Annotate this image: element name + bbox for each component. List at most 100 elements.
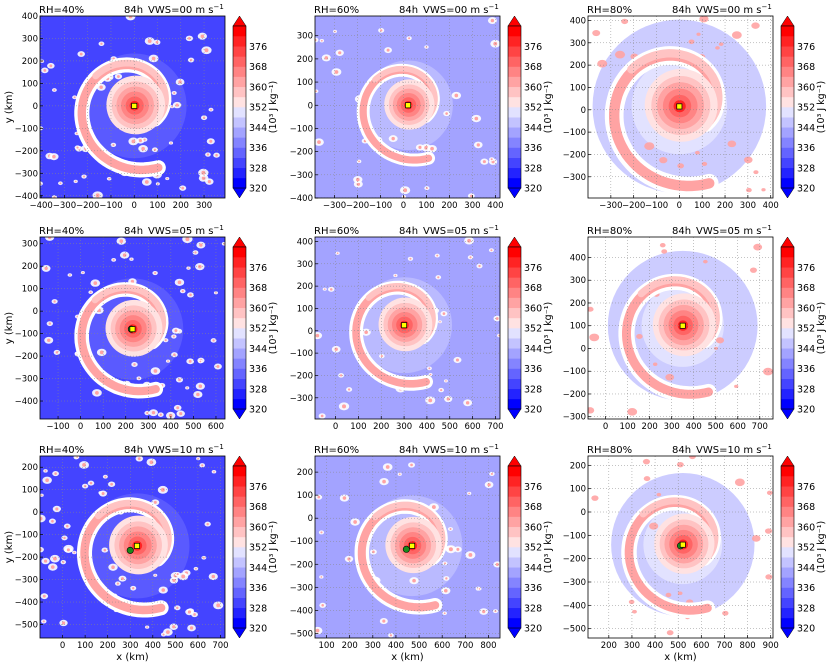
convective-core bbox=[320, 531, 323, 534]
convective-core bbox=[356, 177, 360, 182]
x-tick-label: 400 bbox=[419, 422, 435, 432]
convective-core bbox=[216, 603, 221, 608]
x-tick-label: 500 bbox=[185, 422, 201, 432]
convective-core bbox=[385, 465, 390, 469]
colorbar-segment bbox=[781, 127, 794, 138]
convective-core bbox=[189, 626, 194, 630]
convective-core bbox=[320, 576, 323, 578]
convective-core bbox=[178, 378, 181, 382]
colorbar-extend-max bbox=[780, 236, 795, 248]
convective-core bbox=[445, 380, 447, 382]
colorbar-segment bbox=[781, 36, 794, 47]
colorbar-label: (10³ J kg⁻¹) bbox=[816, 302, 827, 355]
convective-cell bbox=[661, 249, 668, 254]
convective-cell bbox=[701, 161, 708, 167]
colorbar-tick-label: 328 bbox=[797, 163, 815, 174]
y-tick-label: 0 bbox=[581, 508, 586, 518]
colorbar-tick-label: 328 bbox=[797, 384, 815, 395]
convective-core bbox=[116, 582, 119, 585]
vortex-center-marker bbox=[134, 542, 140, 549]
convective-core bbox=[131, 139, 136, 144]
colorbar-segment bbox=[233, 496, 246, 507]
convective-core bbox=[178, 80, 182, 84]
convective-cell bbox=[766, 490, 773, 495]
colorbar-tick-label: 344 bbox=[797, 123, 815, 134]
x-tick-label: 200 bbox=[118, 422, 134, 432]
convective-core bbox=[494, 610, 497, 613]
colorbar-segment bbox=[233, 56, 246, 67]
convective-cell bbox=[588, 407, 595, 414]
convective-core bbox=[137, 457, 141, 461]
colorbar-segment bbox=[233, 597, 246, 609]
axes-frame bbox=[587, 15, 774, 199]
colorbar-segment bbox=[781, 536, 794, 548]
convective-core bbox=[211, 574, 216, 579]
colorbar: 376 368 360 352 344 336 328 320 (10³ J kg⁻¹) bbox=[780, 15, 827, 199]
convective-core bbox=[410, 463, 413, 467]
colorbar-segment bbox=[508, 358, 521, 369]
convective-cell bbox=[731, 31, 742, 39]
convective-cell bbox=[659, 242, 666, 248]
colorbar-extend-max bbox=[780, 455, 795, 467]
colorbar-label: (10³ J kg⁻¹) bbox=[268, 521, 279, 574]
colorbar-frame bbox=[780, 465, 795, 629]
convective-core bbox=[76, 146, 79, 149]
colorbar-segment bbox=[781, 398, 794, 410]
convective-cell bbox=[589, 333, 600, 342]
colorbar-segment bbox=[781, 56, 794, 67]
colorbar-segment bbox=[781, 378, 794, 390]
y-tick-label: −300 bbox=[290, 171, 313, 181]
x-tick-label: 0 bbox=[78, 422, 83, 432]
convective-core bbox=[196, 392, 200, 397]
colorbar-tick-label: 320 bbox=[249, 624, 267, 635]
colorbar-segment bbox=[781, 317, 794, 329]
x-tick-label: 200 bbox=[642, 422, 658, 432]
colorbar-segment bbox=[508, 368, 521, 379]
colorbar-segment bbox=[233, 358, 246, 369]
x-tick-label: 100 bbox=[77, 641, 93, 651]
x-tick-label: −100 bbox=[99, 201, 122, 211]
convective-core bbox=[193, 613, 196, 616]
colorbar-segment bbox=[508, 526, 521, 538]
colorbar-tick-label: 320 bbox=[249, 184, 267, 195]
colorbar-segment bbox=[508, 127, 521, 138]
y-tick-label: −200 bbox=[290, 148, 313, 158]
rh-label: RH=80% bbox=[587, 226, 632, 237]
colorbar-segment bbox=[508, 36, 521, 47]
convective-core bbox=[95, 390, 99, 395]
rh-label: RH=40% bbox=[39, 5, 84, 16]
convective-core bbox=[128, 16, 133, 19]
y-tick-label: −100 bbox=[563, 367, 586, 377]
convective-core bbox=[197, 457, 199, 460]
convective-core bbox=[164, 339, 167, 342]
convective-core bbox=[112, 258, 115, 261]
convective-core bbox=[159, 413, 162, 416]
convective-core bbox=[51, 519, 54, 523]
colorbar-segment bbox=[233, 177, 246, 189]
convective-core bbox=[468, 492, 470, 495]
convective-core bbox=[132, 587, 135, 590]
convective-core bbox=[195, 567, 197, 570]
convective-cell bbox=[659, 156, 668, 164]
y-tick-label: −200 bbox=[290, 371, 313, 381]
x-tick-label: −200 bbox=[76, 201, 99, 211]
x-tick-label: −400 bbox=[29, 201, 52, 211]
colorbar-frame bbox=[507, 465, 522, 629]
rh-label: RH=40% bbox=[39, 445, 84, 456]
convective-core bbox=[490, 249, 493, 252]
colorbar-segment bbox=[233, 328, 246, 339]
convective-cell bbox=[614, 50, 626, 59]
colorbar-segment bbox=[508, 476, 521, 487]
convective-core bbox=[181, 186, 185, 190]
colorbar-segment bbox=[233, 36, 246, 47]
colorbar-tick-label: 352 bbox=[797, 103, 815, 114]
convective-core bbox=[317, 495, 321, 499]
y-tick-label: 400 bbox=[570, 16, 586, 26]
colorbar-segment bbox=[233, 107, 246, 118]
convective-core bbox=[55, 351, 59, 354]
convective-core bbox=[443, 612, 446, 615]
colorbar-extend-min bbox=[232, 187, 247, 199]
convective-cell bbox=[627, 408, 638, 416]
colorbar-segment bbox=[233, 76, 246, 88]
y-tick-label: 200 bbox=[297, 55, 313, 65]
